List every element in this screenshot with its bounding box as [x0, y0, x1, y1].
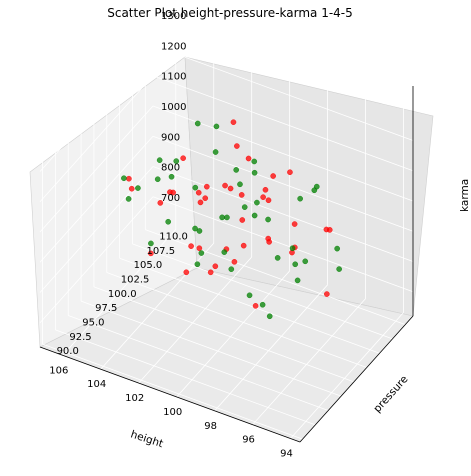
- scatter-point-series-1: [197, 228, 202, 233]
- scatter-point-series-0: [287, 170, 292, 175]
- scatter-point-series-1: [293, 262, 298, 267]
- scatter-point-series-0: [181, 156, 186, 161]
- z-tick-label: 800: [161, 163, 180, 174]
- scatter-point-series-1: [195, 262, 200, 267]
- y-tick-label: 90.0: [57, 346, 79, 357]
- scatter-point-series-0: [197, 246, 202, 251]
- scatter-point-series-1: [252, 213, 257, 218]
- scatter-point-series-1: [126, 196, 131, 201]
- scatter-point-series-1: [290, 246, 295, 251]
- scatter-point-series-0: [196, 190, 201, 195]
- scatter-point-series-1: [229, 267, 234, 272]
- z-tick-label: 1100: [161, 72, 186, 83]
- y-tick-label: 100.0: [108, 289, 137, 300]
- scatter-point-series-1: [199, 250, 204, 255]
- z-tick-label: 1200: [161, 41, 186, 52]
- scatter-point-series-1: [298, 196, 303, 201]
- y-tick-label: 105.0: [134, 260, 163, 271]
- scatter-point-series-0: [327, 227, 332, 232]
- scatter-point-series-1: [224, 215, 229, 220]
- scatter-point-series-0: [263, 187, 268, 192]
- scatter-point-series-0: [198, 200, 203, 205]
- scatter-point-series-1: [155, 177, 160, 182]
- scatter-point-series-0: [222, 183, 227, 188]
- scatter-point-series-1: [213, 149, 218, 154]
- scatter-point-series-1: [121, 176, 126, 181]
- scatter-point-series-1: [135, 185, 140, 190]
- x-tick-label: 94: [280, 449, 293, 460]
- scatter-point-series-1: [335, 246, 340, 251]
- scatter-point-series-0: [208, 270, 213, 275]
- x-tick-label: 96: [242, 435, 255, 446]
- scatter-point-series-0: [203, 196, 208, 201]
- scatter-point-series-1: [312, 188, 317, 193]
- scatter-point-series-1: [234, 167, 239, 172]
- scatter-point-series-0: [234, 143, 239, 148]
- scatter-point-series-0: [324, 291, 329, 296]
- z-axis-label: karma: [459, 179, 471, 212]
- scatter-point-series-1: [252, 170, 257, 175]
- scatter-point-series-1: [222, 250, 227, 255]
- scatter-point-series-1: [242, 205, 247, 210]
- y-tick-label: 107.5: [146, 246, 175, 257]
- scatter-point-series-1: [237, 182, 242, 187]
- scatter-point-series-0: [271, 173, 276, 178]
- scatter-point-series-1: [337, 266, 342, 271]
- scatter-point-series-0: [240, 217, 245, 222]
- y-tick-label: 110.0: [159, 232, 188, 243]
- scatter-point-series-0: [188, 244, 193, 249]
- scatter-point-series-1: [247, 293, 252, 298]
- scatter-point-series-0: [129, 186, 134, 191]
- scatter-point-series-0: [126, 176, 131, 181]
- scatter-point-series-0: [204, 184, 209, 189]
- scatter-point-series-0: [228, 186, 233, 191]
- scatter-point-series-0: [239, 192, 244, 197]
- x-tick-label: 98: [204, 421, 217, 432]
- scatter-point-series-1: [193, 185, 198, 190]
- scatter-point-series-0: [241, 243, 246, 248]
- scatter-point-series-0: [184, 270, 189, 275]
- y-axis-label: pressure: [371, 373, 410, 415]
- y-tick-label: 102.5: [121, 275, 150, 286]
- scatter-point-series-1: [275, 255, 280, 260]
- scatter-point-series-0: [231, 120, 236, 125]
- scatter-point-series-1: [267, 314, 272, 319]
- scatter-point-series-1: [260, 302, 265, 307]
- z-tick-label: 1000: [161, 102, 186, 113]
- scatter-point-series-1: [195, 121, 200, 126]
- z-tick-label: 1300: [161, 11, 186, 22]
- scatter-point-series-0: [246, 156, 251, 161]
- scatter-point-series-1: [214, 124, 219, 129]
- scatter-point-series-1: [265, 217, 270, 222]
- scatter-point-series-0: [213, 264, 218, 269]
- scatter-point-series-1: [303, 259, 308, 264]
- scatter-point-series-0: [232, 259, 237, 264]
- scatter-point-series-1: [295, 278, 300, 283]
- y-tick-label: 95.0: [82, 318, 104, 329]
- scatter-point-series-0: [292, 221, 297, 226]
- z-tick-label: 700: [161, 193, 180, 204]
- scatter-point-series-1: [220, 215, 225, 220]
- x-tick-label: 100: [163, 407, 182, 418]
- x-tick-label: 104: [87, 379, 106, 390]
- chart-title: Scatter Plot height-pressure-karma 1-4-5: [107, 6, 353, 20]
- y-tick-label: 97.5: [95, 303, 117, 314]
- x-axis-label: height: [129, 428, 165, 450]
- x-tick-label: 106: [49, 365, 68, 376]
- scatter-point-series-0: [266, 198, 271, 203]
- scatter-point-series-0: [266, 236, 271, 241]
- scatter-point-series-1: [252, 159, 257, 164]
- y-tick-label: 92.5: [69, 332, 91, 343]
- scatter-point-series-1: [169, 174, 174, 179]
- x-tick-label: 102: [125, 393, 144, 404]
- scatter-point-series-0: [253, 303, 258, 308]
- scatter-point-series-1: [166, 219, 171, 224]
- scatter-point-series-0: [261, 195, 266, 200]
- z-tick-label: 900: [161, 132, 180, 143]
- scatter-point-series-1: [254, 200, 259, 205]
